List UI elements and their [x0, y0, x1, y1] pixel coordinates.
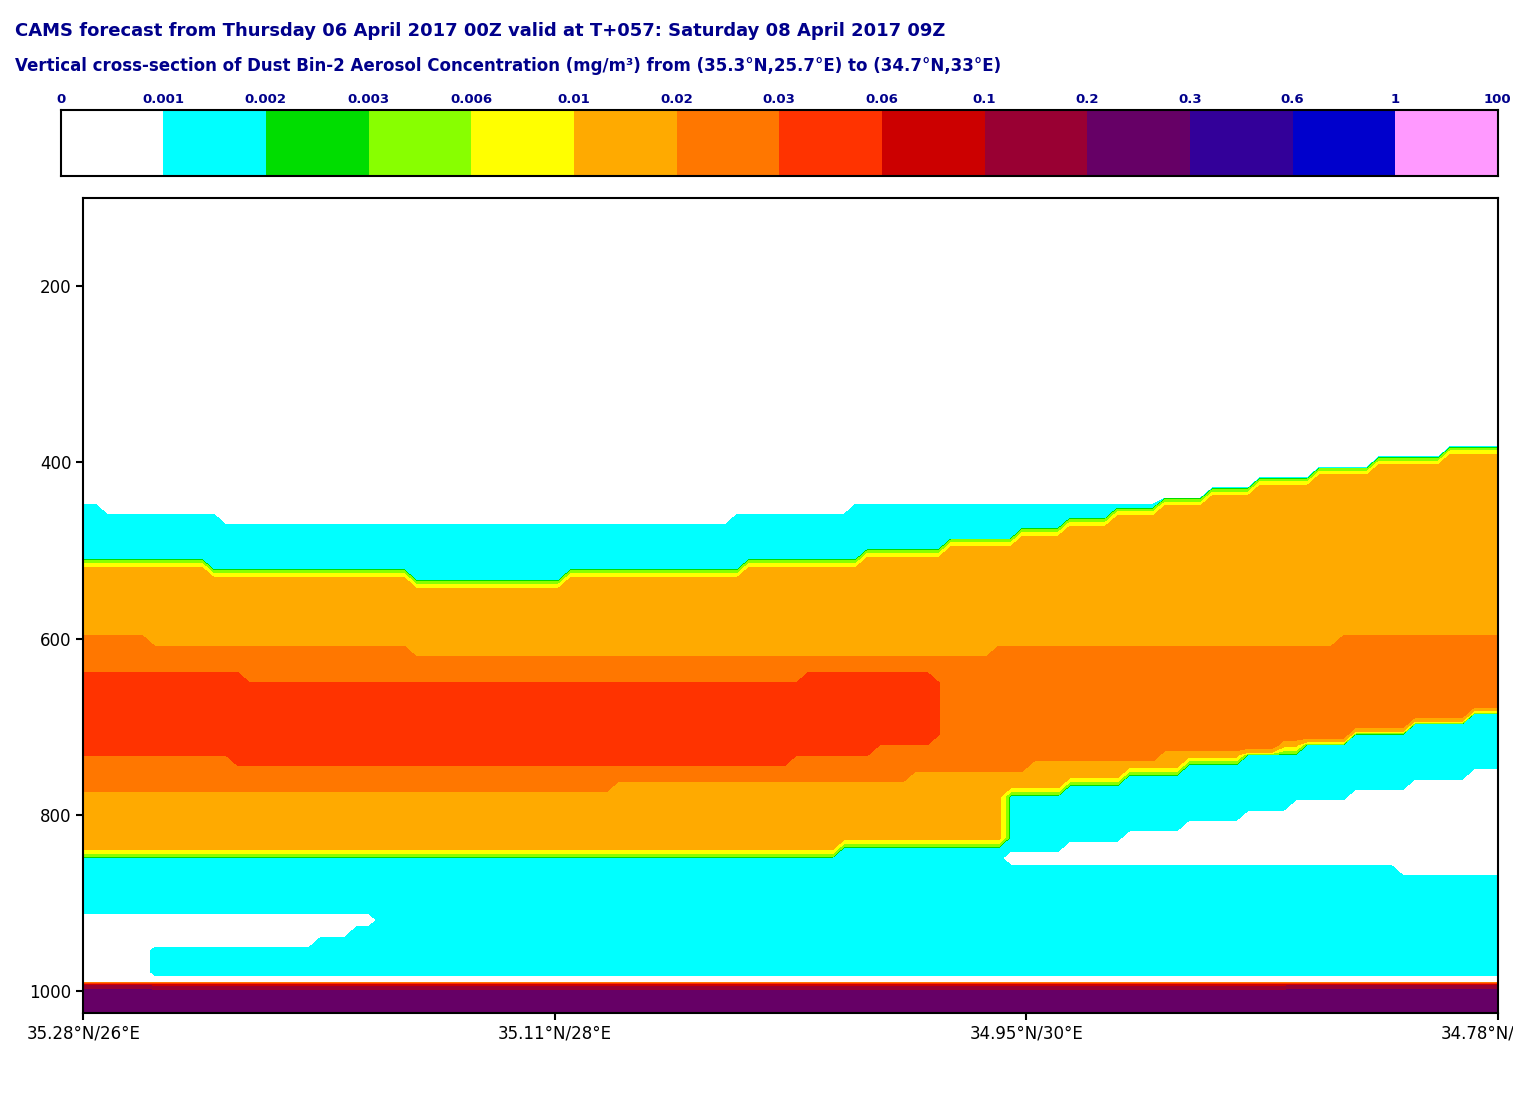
Bar	[369, 110, 471, 176]
Text: 1: 1	[1390, 92, 1400, 106]
Bar	[985, 110, 1088, 176]
Text: 0.1: 0.1	[973, 92, 996, 106]
Text: 0.02: 0.02	[660, 92, 693, 106]
Text: 0.6: 0.6	[1280, 92, 1304, 106]
Bar	[61, 110, 163, 176]
Bar	[266, 110, 369, 176]
Bar	[1292, 110, 1395, 176]
Bar	[1088, 110, 1189, 176]
Text: CAMS forecast from Thursday 06 April 2017 00Z valid at T+057: Saturday 08 April : CAMS forecast from Thursday 06 April 201…	[15, 22, 946, 40]
Text: Vertical cross-section of Dust Bin-2 Aerosol Concentration (mg/m³) from (35.3°N,: Vertical cross-section of Dust Bin-2 Aer…	[15, 57, 1002, 75]
Text: 0.001: 0.001	[142, 92, 185, 106]
Bar	[1189, 110, 1292, 176]
Bar	[1395, 110, 1498, 176]
Text: 100: 100	[1484, 92, 1511, 106]
Text: 0.006: 0.006	[451, 92, 492, 106]
Bar	[163, 110, 266, 176]
Text: 0.01: 0.01	[557, 92, 590, 106]
Bar	[573, 110, 676, 176]
Text: 0.003: 0.003	[348, 92, 389, 106]
Bar	[471, 110, 573, 176]
Text: 0: 0	[56, 92, 65, 106]
Text: 0.03: 0.03	[763, 92, 796, 106]
Bar	[676, 110, 779, 176]
Text: 0.3: 0.3	[1179, 92, 1201, 106]
Bar	[779, 110, 882, 176]
Bar	[882, 110, 985, 176]
Text: 0.2: 0.2	[1076, 92, 1098, 106]
Text: 0.002: 0.002	[245, 92, 287, 106]
Text: 0.06: 0.06	[865, 92, 899, 106]
